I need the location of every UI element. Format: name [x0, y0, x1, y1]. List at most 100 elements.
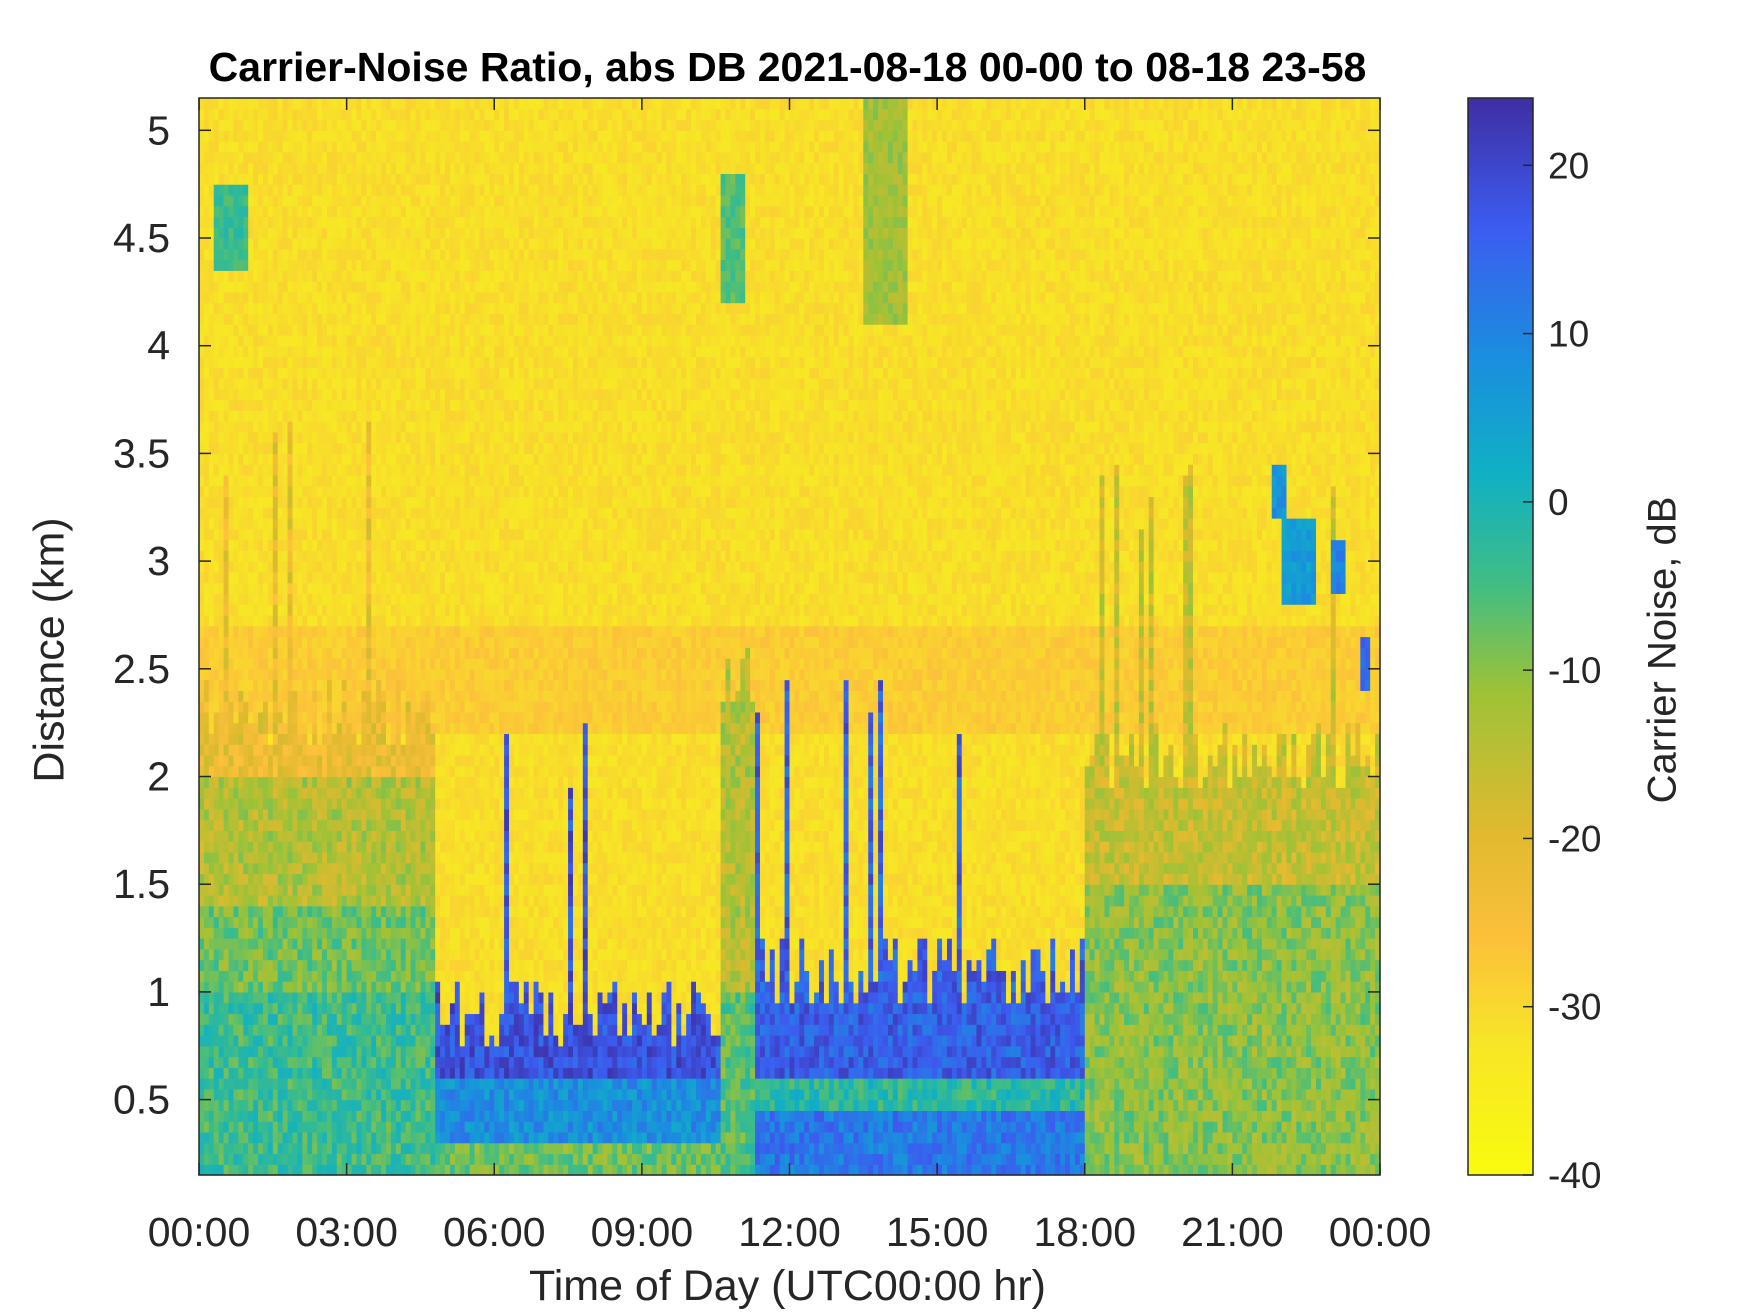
heatmap-cell [297, 324, 303, 336]
heatmap-cell [213, 173, 220, 185]
heatmap-cell [322, 238, 328, 250]
heatmap-cell [376, 959, 382, 971]
heatmap-cell [405, 313, 412, 325]
heatmap-cell [292, 754, 299, 767]
heatmap-cell [233, 130, 239, 142]
heatmap-cell [346, 884, 353, 896]
heatmap-cell [331, 1131, 338, 1144]
heatmap-cell [322, 690, 328, 702]
heatmap-cell [420, 227, 426, 239]
heatmap-cell [272, 238, 279, 250]
heatmap-cell [430, 485, 436, 498]
heatmap-cell [243, 862, 249, 875]
heatmap-cell [213, 334, 220, 347]
heatmap-cell [223, 733, 230, 745]
heatmap-cell [307, 636, 313, 648]
heatmap-cell [410, 496, 417, 508]
heatmap-cell [390, 884, 397, 896]
heatmap-cell [218, 1099, 225, 1111]
heatmap-cell [233, 1002, 239, 1015]
heatmap-cell [420, 830, 426, 842]
heatmap-cell [272, 507, 279, 519]
heatmap-cell [346, 1110, 353, 1122]
heatmap-cell [218, 162, 225, 174]
heatmap-cell [415, 938, 422, 950]
heatmap-cell [366, 701, 372, 713]
heatmap-cell [267, 216, 274, 228]
heatmap-cell [223, 216, 230, 228]
heatmap-cell [218, 981, 225, 993]
heatmap-cell [430, 658, 436, 670]
heatmap-cell [341, 841, 348, 853]
heatmap-cell [253, 388, 259, 401]
heatmap-cell [292, 1056, 299, 1068]
heatmap-cell [248, 604, 254, 616]
heatmap-cell [356, 345, 362, 358]
heatmap-cell [405, 841, 412, 853]
heatmap-cell [253, 733, 259, 745]
heatmap-cell [208, 378, 215, 390]
heatmap-cell [228, 690, 235, 702]
heatmap-cell [248, 421, 254, 433]
heatmap-cell [262, 130, 269, 142]
heatmap-cell [282, 550, 289, 562]
heatmap-cell [390, 431, 397, 444]
heatmap-cell [440, 313, 446, 325]
heatmap-cell [292, 507, 299, 519]
heatmap-cell [361, 1131, 367, 1144]
heatmap-cell [272, 474, 279, 487]
heatmap-cell [430, 636, 436, 648]
heatmap-cell [213, 1164, 220, 1176]
heatmap-cell [425, 238, 431, 250]
heatmap-cell [312, 938, 318, 950]
heatmap-cell [317, 259, 323, 271]
heatmap-cell [267, 948, 274, 961]
heatmap-cell [218, 1121, 225, 1133]
heatmap-cell [243, 528, 249, 541]
heatmap-cell [326, 324, 333, 336]
heatmap-cell [341, 184, 348, 196]
heatmap-cell [272, 399, 279, 411]
heatmap-cell [351, 518, 358, 530]
heatmap-cell [258, 453, 264, 465]
heatmap-cell [233, 658, 239, 670]
heatmap-cell [258, 141, 264, 153]
heatmap-cell [361, 399, 367, 411]
heatmap-cell [356, 894, 362, 907]
heatmap-cell [223, 787, 230, 799]
heatmap-cell [435, 851, 441, 864]
heatmap-cell [341, 474, 348, 487]
heatmap-cell [322, 378, 328, 390]
heatmap-cell [317, 173, 323, 185]
heatmap-cell [346, 970, 353, 982]
heatmap-cell [208, 1121, 215, 1133]
heatmap-cell [331, 324, 338, 336]
heatmap-cell [400, 399, 407, 411]
heatmap-cell [405, 1142, 412, 1155]
heatmap-cell [248, 884, 254, 896]
heatmap-cell [410, 1142, 417, 1155]
heatmap-cell [223, 1088, 230, 1101]
heatmap-cell [346, 1045, 353, 1058]
heatmap-cell [277, 151, 284, 164]
heatmap-cell [346, 388, 353, 401]
heatmap-cell [385, 690, 392, 702]
heatmap-cell [415, 162, 422, 174]
heatmap-cell [272, 927, 279, 939]
heatmap-cell [238, 539, 244, 551]
heatmap-cell [371, 496, 377, 508]
heatmap-cell [312, 194, 318, 207]
heatmap-cell [425, 905, 431, 918]
heatmap-cell [405, 593, 412, 605]
heatmap-cell [317, 474, 323, 487]
heatmap-cell [390, 162, 397, 174]
heatmap-cell [385, 1034, 392, 1047]
heatmap-cell [218, 636, 225, 648]
heatmap-cell [341, 690, 348, 702]
heatmap-cell [277, 528, 284, 541]
heatmap-cell [292, 302, 299, 314]
heatmap-cell [336, 324, 343, 336]
heatmap-cell [420, 173, 426, 185]
heatmap-cell [351, 830, 358, 842]
heatmap-cell [361, 722, 367, 735]
